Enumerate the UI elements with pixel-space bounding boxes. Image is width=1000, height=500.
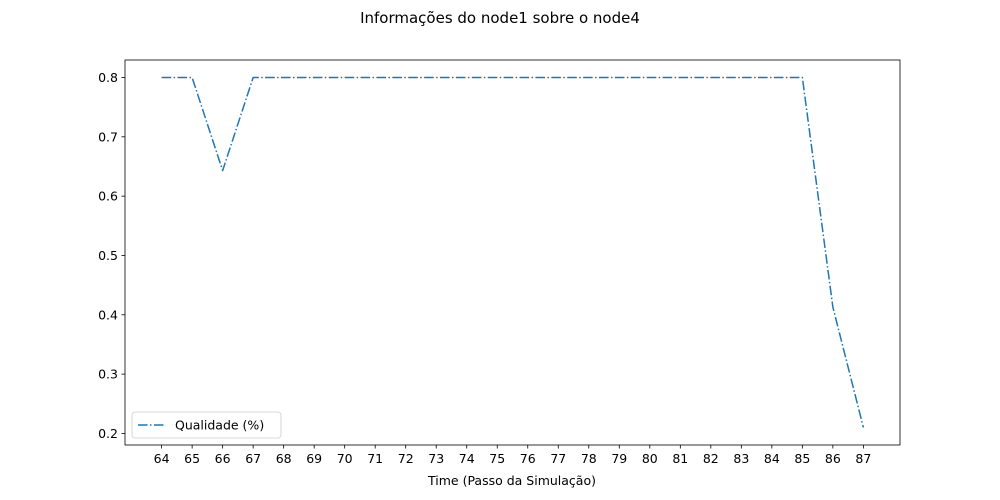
- x-axis-label: Time (Passo da Simulação): [427, 473, 596, 488]
- x-tick-label: 82: [703, 451, 719, 466]
- y-tick-label: 0.5: [98, 248, 118, 263]
- x-tick-label: 76: [520, 451, 536, 466]
- series-line-0: [161, 76, 865, 428]
- x-axis: 64 65 66 67 68 69 70 71 72 73 74 75 76 77 78 79 80 81 82 83…: [154, 445, 871, 466]
- y-axis: 0.2 0.3 0.4 0.5 0.6 0.7 0.8: [98, 70, 125, 441]
- y-tick-label: 0.4: [98, 307, 118, 322]
- legend: Qualidade (%): [131, 411, 282, 439]
- legend-label: Qualidade (%): [175, 418, 264, 433]
- plot-area: [124, 59, 901, 446]
- x-tick-label: 77: [550, 451, 566, 466]
- x-tick-label: 81: [672, 451, 688, 466]
- x-tick-label: 69: [306, 451, 322, 466]
- legend-box: [131, 411, 282, 439]
- x-tick-label: 80: [642, 451, 658, 466]
- x-tick-label: 70: [337, 451, 353, 466]
- x-tick-label: 85: [794, 451, 810, 466]
- y-tick-label: 0.3: [98, 367, 118, 382]
- x-tick-label: 64: [154, 451, 170, 466]
- series-layer: [161, 76, 865, 428]
- x-tick-label: 74: [459, 451, 475, 466]
- chart-title: Informações do node1 sobre o node4: [360, 9, 640, 27]
- x-tick-label: 79: [611, 451, 627, 466]
- y-tick-label: 0.8: [98, 70, 118, 85]
- x-tick-label: 78: [581, 451, 597, 466]
- y-tick-label: 0.6: [98, 189, 118, 204]
- x-tick-label: 73: [428, 451, 444, 466]
- x-tick-label: 75: [489, 451, 505, 466]
- y-tick-label: 0.7: [98, 129, 118, 144]
- y-tick-label: 0.2: [98, 426, 118, 441]
- x-tick-label: 87: [855, 451, 871, 466]
- x-tick-label: 86: [825, 451, 841, 466]
- x-tick-label: 67: [245, 451, 261, 466]
- x-tick-label: 65: [184, 451, 200, 466]
- x-tick-label: 84: [764, 451, 780, 466]
- x-tick-label: 72: [398, 451, 414, 466]
- x-tick-label: 83: [733, 451, 749, 466]
- x-tick-label: 66: [215, 451, 231, 466]
- x-tick-label: 68: [276, 451, 292, 466]
- x-tick-label: 71: [367, 451, 383, 466]
